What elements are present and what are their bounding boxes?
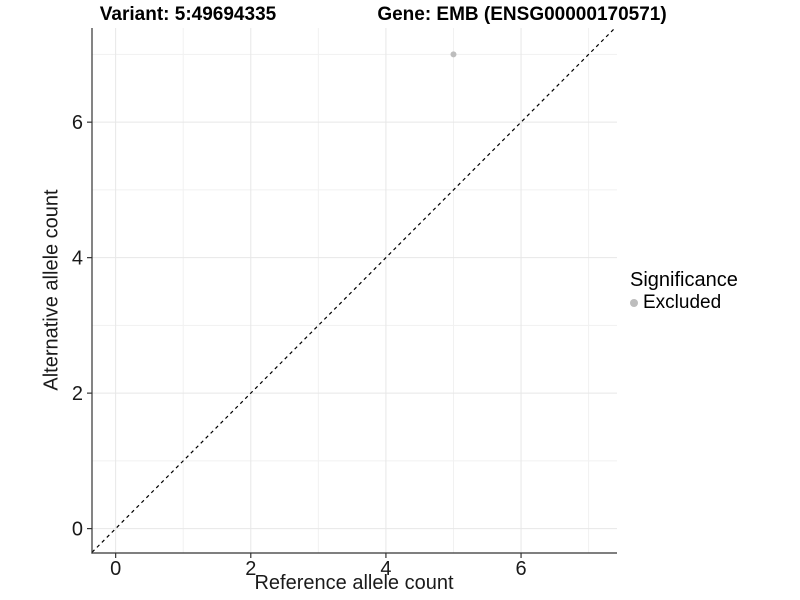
y-tick-label: 2 — [72, 383, 83, 405]
y-tick-label: 4 — [72, 248, 83, 270]
y-axis-title: Alternative allele count — [40, 189, 63, 391]
x-tick-label: 6 — [515, 558, 526, 580]
excluded-point-icon — [630, 299, 638, 307]
x-tick-label: 4 — [380, 558, 391, 580]
gene-title: Gene: EMB (ENSG00000170571) — [377, 4, 667, 25]
legend-title: Significance — [630, 269, 738, 291]
y-tick-label: 0 — [72, 519, 83, 541]
legend: Significance Excluded — [630, 268, 738, 314]
x-axis-title: Reference allele count — [254, 572, 454, 594]
y-tick-label: 6 — [72, 112, 83, 134]
x-tick-label: 2 — [245, 558, 256, 580]
x-tick-label: 0 — [110, 558, 121, 580]
data-point — [450, 51, 457, 58]
legend-item-label: Excluded — [643, 292, 722, 313]
legend-item-excluded: Excluded — [630, 292, 738, 314]
identity-line — [91, 27, 616, 553]
variant-title: Variant: 5:49694335 — [99, 4, 277, 25]
